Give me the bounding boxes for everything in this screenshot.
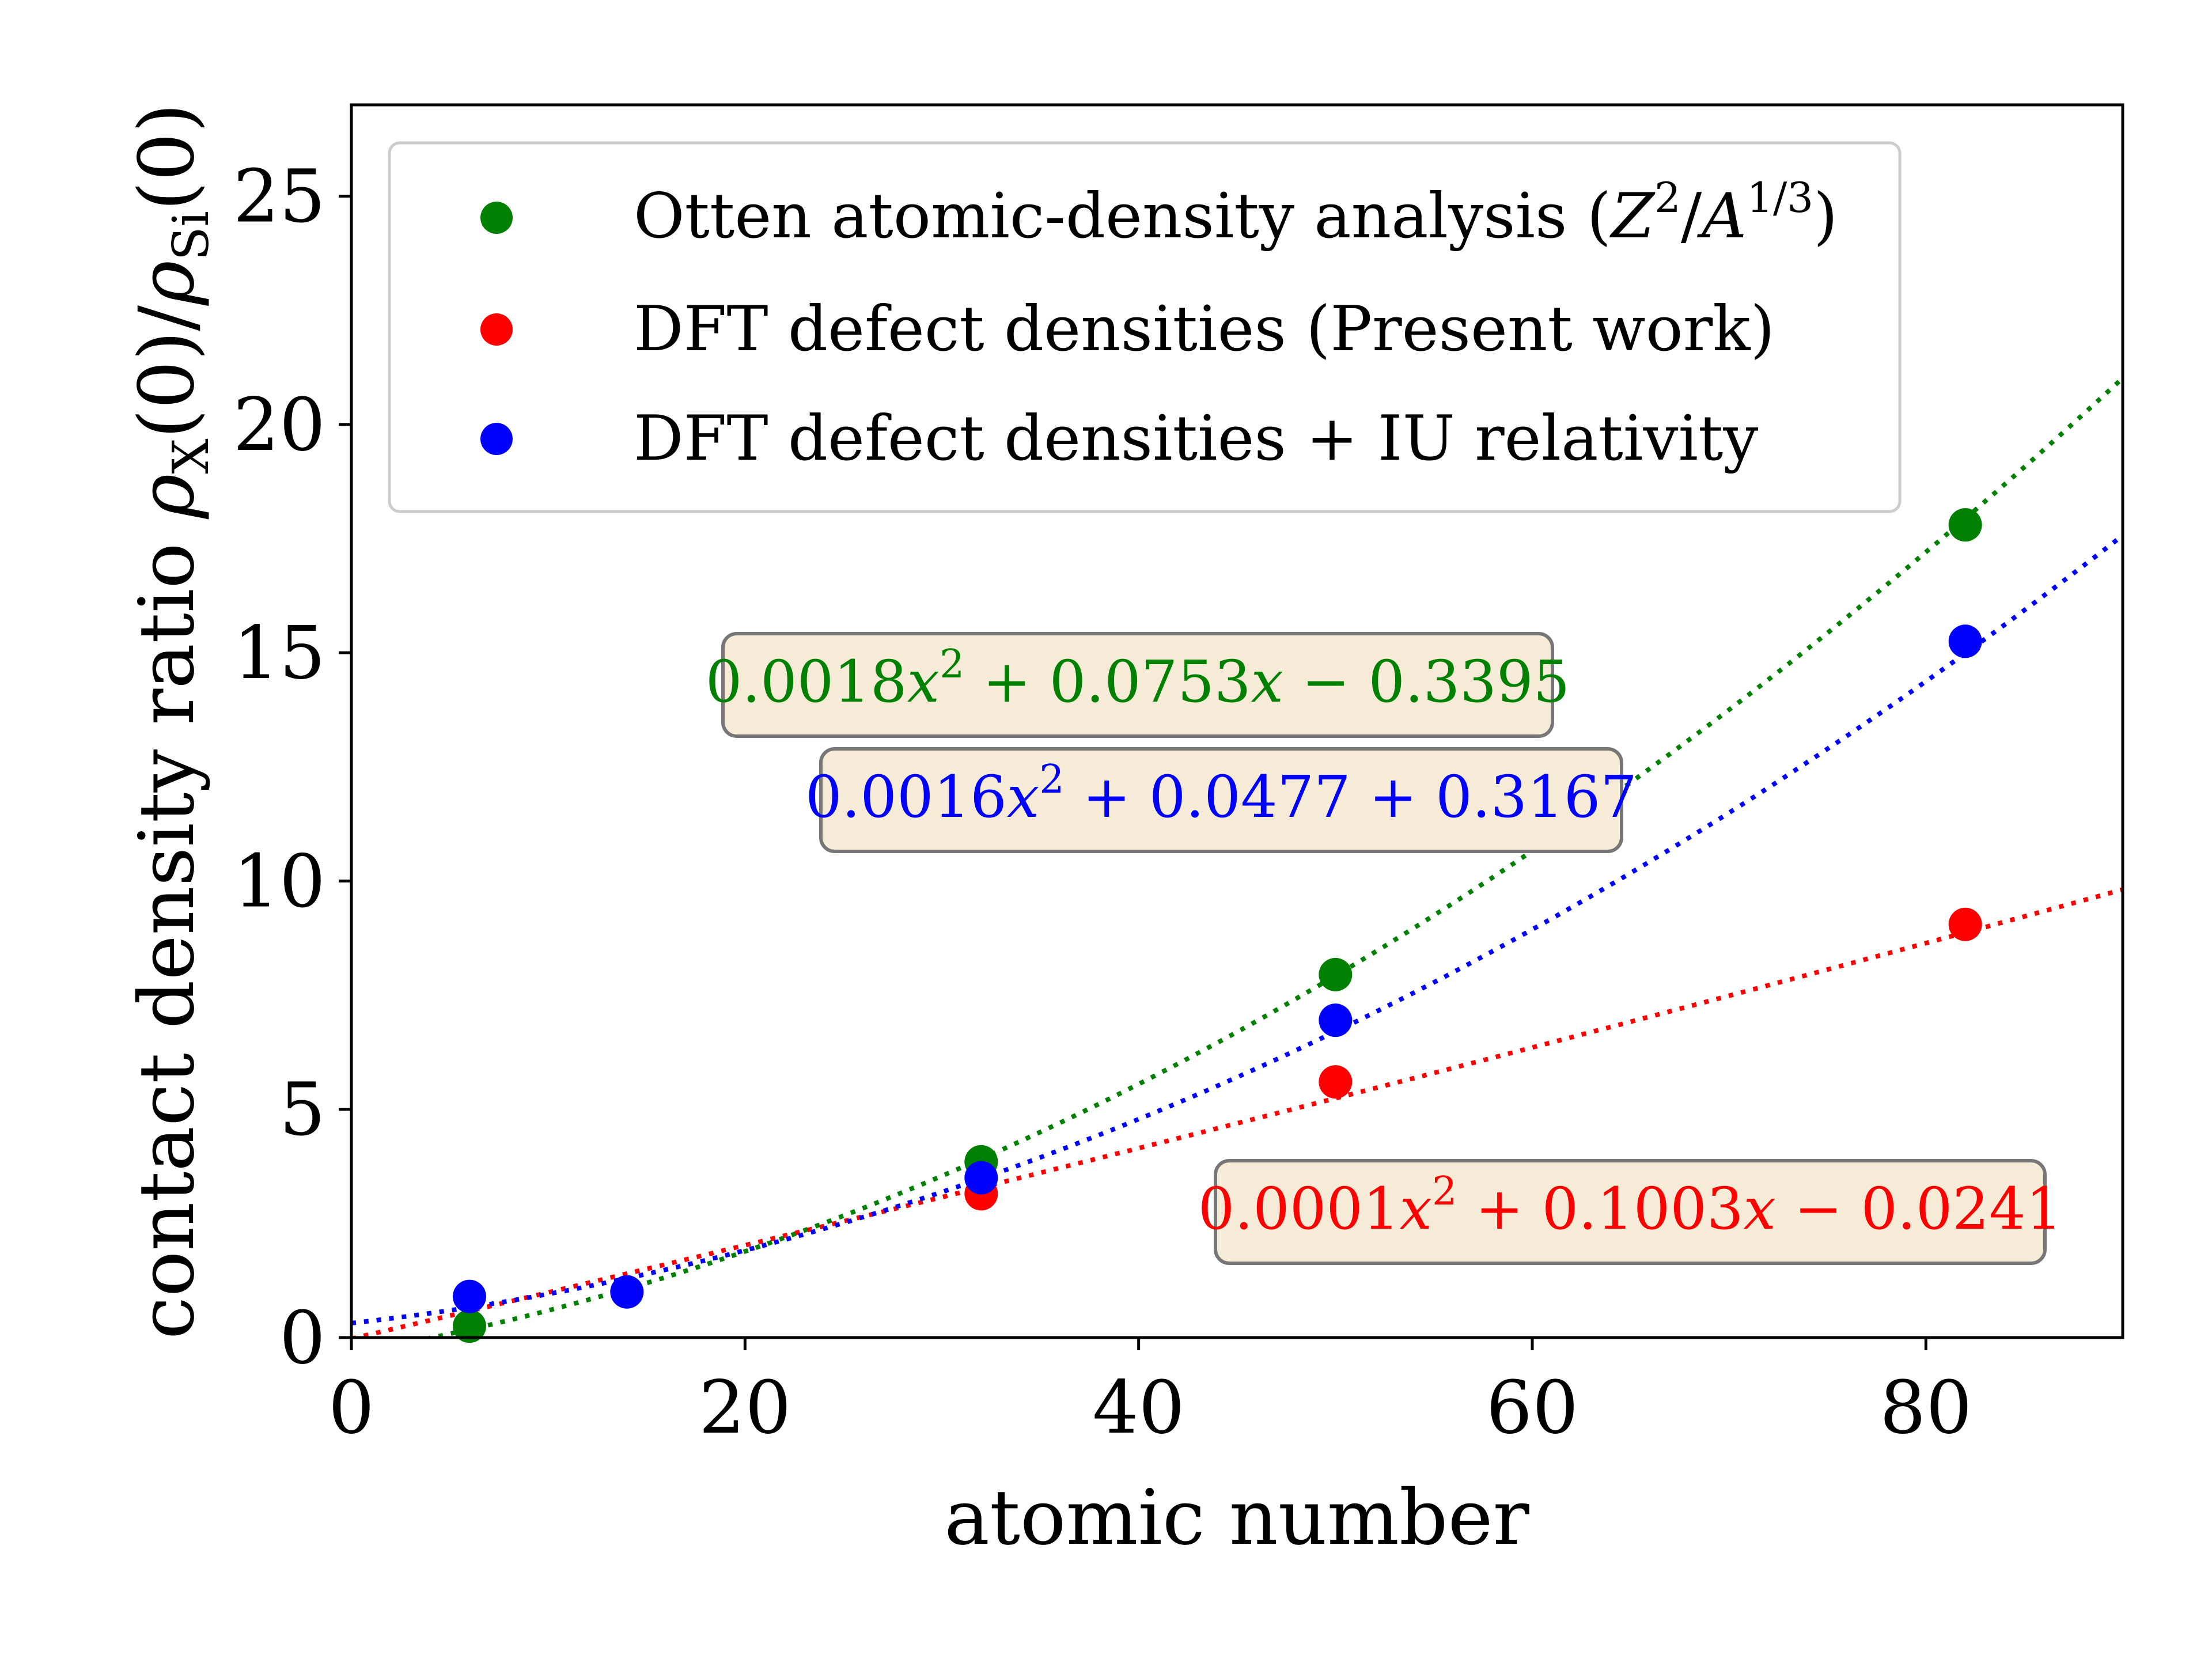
y-tick-label: 10 — [233, 839, 325, 923]
legend-label-blue: DFT defect densities + IU relativity — [634, 403, 1758, 475]
x-tick-label: 0 — [328, 1365, 374, 1450]
x-ticks: 0 20 40 60 80 — [328, 1338, 1972, 1450]
ann-blue-x1: x — [1007, 763, 1039, 831]
ann-blue-p2: + 0.0477 + 0.3167 — [1065, 763, 1638, 831]
fit-curves — [351, 376, 2123, 1338]
y-tick-label: 5 — [279, 1067, 325, 1152]
ann-green-p2: + 0.0753 — [964, 648, 1251, 715]
y-label-sub1: X — [162, 438, 220, 474]
legend1-post: ) — [1813, 180, 1838, 252]
ann-green-p1: 0.0018 — [706, 648, 907, 715]
points-blue — [453, 624, 1982, 1313]
ann-red-p3: − 0.0241 — [1776, 1175, 2062, 1243]
ann-blue-exp: 2 — [1039, 757, 1064, 802]
y-label-rho1: ρ — [123, 474, 211, 520]
legend: Otten atomic-density analysis (Z2/A1/3) … — [388, 141, 1902, 513]
data-point-red — [1319, 1065, 1353, 1099]
ann-red-exp: 2 — [1432, 1169, 1457, 1214]
legend-label-green: Otten atomic-density analysis (Z2/A1/3) — [634, 173, 1838, 252]
y-tick-label: 25 — [233, 154, 325, 239]
legend1-exp1: 2 — [1654, 173, 1681, 222]
data-point-red — [1948, 907, 1982, 941]
x-axis-label: atomic number — [944, 1474, 1529, 1562]
plot-frame — [350, 103, 2124, 1339]
ann-green-p3: − 0.3395 — [1283, 648, 1570, 715]
ann-blue-p1: 0.0016 — [805, 763, 1007, 831]
ann-red-p2: + 0.1003 — [1457, 1175, 1743, 1243]
annotation-red-text: 0.0001x2 + 0.1003x − 0.0241 — [1198, 1169, 2063, 1243]
y-tick-label: 20 — [233, 382, 325, 467]
legend1-A: A — [1696, 180, 1747, 252]
fit-curve-blue — [351, 533, 2123, 1325]
data-point-blue — [1948, 624, 1982, 658]
annotation-red-box — [1214, 1159, 2047, 1265]
data-point-green — [1319, 957, 1353, 991]
data-point-green — [453, 1309, 486, 1343]
annotation-blue: 0.0016x2 + 0.0477 + 0.3167 — [805, 747, 1637, 853]
y-tick-label: 0 — [279, 1296, 325, 1380]
legend-box — [388, 141, 1902, 513]
fit-curve-red — [351, 887, 2123, 1338]
x-tick-label: 60 — [1486, 1365, 1578, 1450]
ann-red-p1: 0.0001 — [1198, 1175, 1400, 1243]
annotation-green: 0.0018x2 + 0.0753x − 0.3395 — [706, 632, 1570, 738]
data-point-blue — [964, 1161, 998, 1195]
legend1-Z: Z — [1609, 180, 1656, 252]
legend1-pre: Otten atomic-density analysis ( — [634, 180, 1611, 252]
data-point-blue — [610, 1275, 644, 1309]
legend-marker-red — [480, 313, 513, 346]
x-tick-label: 80 — [1880, 1365, 1972, 1450]
y-label-prefix: contact density ratio — [123, 518, 211, 1339]
y-ticks: 0 5 10 15 20 25 — [233, 154, 351, 1380]
y-label-sub2: Si — [162, 211, 220, 260]
annotation-red: 0.0001x2 + 0.1003x − 0.0241 — [1198, 1159, 2063, 1265]
x-tick-label: 40 — [1092, 1365, 1184, 1450]
y-tick-label: 15 — [233, 611, 325, 695]
ann-red-x1: x — [1400, 1175, 1432, 1243]
ann-green-x1: x — [907, 648, 940, 715]
y-label-mid: (0)/ — [123, 305, 211, 438]
y-label-rho2: ρ — [123, 260, 211, 306]
annotation-blue-text: 0.0016x2 + 0.0477 + 0.3167 — [805, 757, 1637, 831]
y-label-suffix: (0) — [123, 103, 211, 211]
legend-marker-blue — [480, 423, 513, 455]
data-point-green — [1948, 508, 1982, 542]
y-axis-label: contact density ratio ρX(0)/ρSi(0) — [123, 103, 220, 1339]
legend-marker-green — [480, 202, 513, 234]
annotation-green-text: 0.0018x2 + 0.0753x − 0.3395 — [706, 642, 1570, 715]
x-tick-label: 20 — [699, 1365, 791, 1450]
legend1-exp2: 1/3 — [1747, 173, 1813, 222]
ann-green-x2: x — [1251, 648, 1283, 715]
data-point-blue — [453, 1279, 486, 1313]
legend1-slash: / — [1681, 180, 1702, 252]
ann-green-exp: 2 — [940, 642, 964, 687]
legend-label-red: DFT defect densities (Present work) — [634, 293, 1775, 365]
ann-red-x2: x — [1744, 1175, 1776, 1243]
annotation-blue-box — [819, 747, 1623, 853]
data-point-blue — [1319, 1003, 1353, 1037]
annotation-green-box — [721, 632, 1554, 738]
